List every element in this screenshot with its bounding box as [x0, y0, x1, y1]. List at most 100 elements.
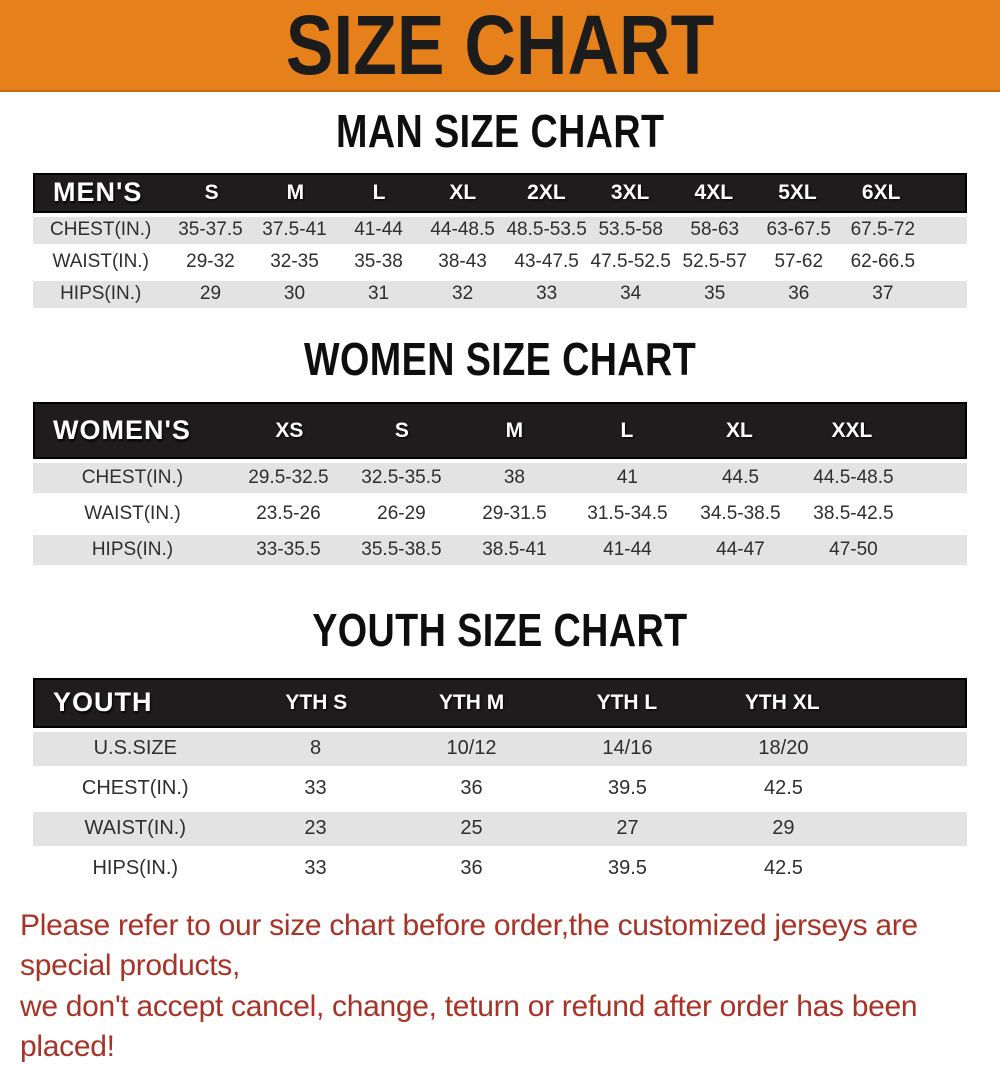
size-column-header: L — [620, 418, 634, 442]
value-cell: 63-67.5 — [766, 219, 831, 241]
value-cell: 47-50 — [829, 539, 878, 561]
value-cell: 36 — [460, 857, 483, 880]
table-row: WAIST(IN.) 23.5-26 26-29 29-31.5 31.5-34.5 34… — [33, 499, 967, 529]
banner-title: SIZE CHART — [285, 0, 715, 92]
size-column-header: 2XL — [527, 180, 566, 204]
value-cell: 32-35 — [270, 251, 319, 273]
row-label: HIPS(IN.) — [60, 283, 142, 305]
value-cell: 33 — [536, 283, 558, 305]
size-column-header: 5XL — [778, 180, 817, 204]
table-row: CHEST(IN.) 35-37.5 37.5-41 41-44 44-48.5 48.5… — [33, 216, 967, 244]
row-label: HIPS(IN.) — [91, 539, 174, 561]
value-cell: 52.5-57 — [682, 251, 747, 273]
value-cell: 38.5-41 — [482, 539, 547, 561]
value-cell: 33-35.5 — [256, 539, 321, 561]
note-line-2: we don't accept cancel, change, teturn o… — [20, 989, 918, 1064]
size-column-header: M — [505, 418, 524, 442]
table-header-row: WOMEN'S XS S M L XL XXL — [33, 402, 967, 460]
table-header-row: MEN'S S M L XL 2XL 3XL 4XL 5XL 6XL — [33, 172, 967, 213]
youth-section-title: YOUTH SIZE CHART — [0, 605, 1000, 656]
value-cell: 41-44 — [603, 539, 652, 561]
value-cell: 36 — [460, 777, 483, 800]
value-cell: 35.5-38.5 — [361, 539, 442, 561]
table-row: HIPS(IN.) 33-35.5 35.5-38.5 38.5-41 41-44 44-… — [33, 535, 967, 566]
women-section: WOMEN SIZE CHART WOMEN'S XS S M L XL XXL CHEST(… — [0, 333, 1000, 566]
value-cell: 44.5 — [721, 467, 759, 489]
row-label: CHEST(IN.) — [81, 467, 184, 489]
value-cell: 37.5-41 — [262, 219, 327, 241]
youth-section-title-text: YOUTH SIZE CHART — [312, 604, 688, 657]
row-label: WAIST(IN.) — [52, 251, 149, 273]
value-cell: 31.5-34.5 — [587, 503, 668, 525]
size-column-header: L — [372, 180, 386, 204]
value-cell: 34 — [620, 283, 642, 305]
value-cell: 32 — [452, 283, 474, 305]
youth-section: YOUTH SIZE CHART YOUTH YTH S YTH M YTH L YTH… — [0, 605, 1000, 886]
value-cell: 44-47 — [716, 539, 765, 561]
table-corner-label: WOMEN'S — [53, 415, 191, 446]
value-cell: 33 — [304, 777, 327, 800]
value-cell: 43-47.5 — [514, 251, 579, 273]
value-cell: 38.5-42.5 — [813, 503, 894, 525]
men-size-table: MEN'S S M L XL 2XL 3XL 4XL 5XL 6XL CHEST(IN.) 35-37… — [33, 172, 967, 308]
size-column-header: S — [204, 180, 219, 204]
men-section-title-text: MAN SIZE CHART — [335, 105, 665, 157]
table-row: WAIST(IN.) 23 25 27 29 — [33, 811, 967, 846]
value-cell: 67.5-72 — [850, 219, 916, 241]
value-cell: 25 — [460, 817, 483, 840]
value-cell: 23 — [304, 817, 327, 840]
table-corner-label: YOUTH — [53, 687, 153, 718]
value-cell: 38 — [503, 467, 525, 489]
value-cell: 31 — [367, 283, 390, 305]
value-cell: 44.5-48.5 — [813, 467, 894, 489]
size-column-header: M — [286, 180, 305, 204]
value-cell: 57-62 — [774, 251, 824, 273]
value-cell: 23.5-26 — [256, 503, 321, 525]
table-row: CHEST(IN.) 29.5-32.5 32.5-35.5 38 41 44.5 44.5… — [33, 463, 967, 494]
note-line-1: Please refer to our size chart before or… — [20, 908, 918, 983]
table-corner-label: MEN'S — [53, 177, 143, 208]
women-section-title: WOMEN SIZE CHART — [0, 333, 1000, 385]
value-cell: 41 — [616, 467, 638, 489]
men-section-title: MAN SIZE CHART — [0, 106, 1000, 157]
value-cell: 32.5-35.5 — [361, 467, 442, 489]
table-row: CHEST(IN.) 33 36 39.5 42.5 — [33, 772, 967, 806]
value-cell: 42.5 — [763, 777, 803, 800]
value-cell: 38-43 — [438, 251, 487, 273]
value-cell: 36 — [788, 283, 810, 305]
row-label: CHEST(IN.) — [50, 219, 152, 241]
table-row: WAIST(IN.) 29-32 32-35 35-38 38-43 43-47.5 47.… — [33, 249, 967, 276]
size-column-header: 3XL — [610, 180, 650, 204]
row-label: WAIST(IN.) — [84, 817, 186, 840]
value-cell: 58-63 — [690, 219, 740, 241]
row-label: WAIST(IN.) — [84, 503, 181, 525]
value-cell: 39.5 — [607, 777, 647, 800]
size-column-header: XL — [449, 180, 477, 204]
value-cell: 29.5-32.5 — [248, 467, 329, 489]
table-body: CHEST(IN.) 29.5-32.5 32.5-35.5 38 41 44.5 44.5… — [33, 463, 967, 566]
men-section: MAN SIZE CHART MEN'S S M L XL 2XL 3XL 4XL 5XL 6XL… — [0, 106, 1000, 308]
row-label: CHEST(IN.) — [81, 777, 189, 800]
value-cell: 35-37.5 — [178, 219, 243, 241]
size-column-header: 6XL — [861, 180, 901, 204]
value-cell: 29 — [199, 283, 222, 305]
value-cell: 35 — [704, 283, 726, 305]
value-cell: 18/20 — [758, 737, 809, 760]
value-cell: 44-48.5 — [430, 219, 495, 241]
size-column-header: YTH S — [285, 690, 348, 714]
value-cell: 41-44 — [354, 219, 403, 241]
value-cell: 35-38 — [354, 251, 403, 273]
table-row: HIPS(IN.) 33 36 39.5 42.5 — [33, 852, 967, 886]
table-row: U.S.SIZE 8 10/12 14/16 18/20 — [33, 731, 967, 766]
value-cell: 14/16 — [602, 737, 653, 760]
row-label: HIPS(IN.) — [92, 857, 179, 880]
size-column-header: XL — [725, 418, 753, 442]
size-column-header: XXL — [831, 418, 873, 442]
value-cell: 26-29 — [377, 503, 426, 525]
table-body: U.S.SIZE 8 10/12 14/16 18/20 CHEST(IN.) 33 36 39… — [33, 731, 967, 886]
value-cell: 47.5-52.5 — [590, 251, 671, 273]
value-cell: 39.5 — [607, 857, 647, 880]
value-cell: 30 — [283, 283, 306, 305]
value-cell: 33 — [304, 857, 327, 880]
